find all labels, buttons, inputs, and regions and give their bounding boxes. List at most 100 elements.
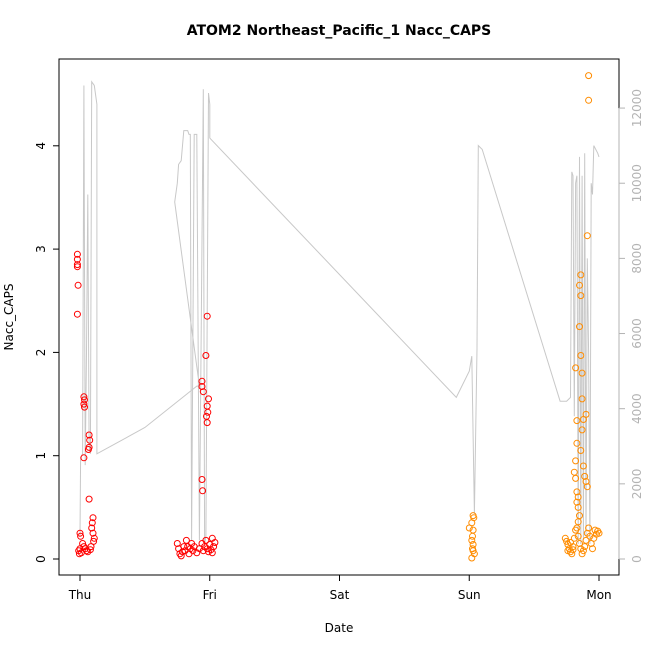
data-point — [199, 547, 207, 555]
data-point — [570, 468, 578, 476]
data-point — [576, 512, 583, 520]
data-point — [76, 545, 84, 553]
data-point — [570, 534, 578, 542]
data-point — [211, 539, 219, 546]
data-point — [203, 312, 211, 320]
data-point — [469, 532, 476, 540]
data-point — [203, 419, 211, 427]
data-point — [579, 547, 587, 555]
y-tick-label: 4 — [34, 142, 48, 150]
data-point — [87, 543, 95, 551]
data-point — [204, 408, 212, 416]
right-y-tick-label: 10000 — [630, 164, 644, 202]
data-point — [469, 547, 477, 555]
x-axis-label: Date — [325, 621, 354, 635]
data-point — [585, 524, 593, 532]
data-point — [578, 426, 586, 434]
x-tick-label: Mon — [586, 588, 611, 602]
data-point — [577, 271, 585, 279]
y-tick-label: 3 — [34, 245, 48, 253]
data-point — [578, 550, 586, 558]
data-point — [574, 518, 582, 526]
data-point — [576, 323, 583, 331]
data-point — [465, 524, 473, 532]
y-tick-label: 0 — [34, 555, 48, 563]
data-point — [564, 547, 572, 555]
data-point — [203, 402, 211, 410]
data-point — [77, 532, 85, 540]
data-point — [80, 400, 88, 408]
data-point — [77, 549, 85, 557]
data-point — [470, 550, 478, 558]
data-point — [573, 524, 581, 532]
data-point — [572, 364, 580, 372]
x-tick-label: Sat — [330, 588, 350, 602]
data-point — [563, 537, 571, 545]
data-point — [567, 539, 574, 546]
data-point — [198, 476, 206, 483]
data-point — [568, 550, 576, 558]
data-point — [74, 281, 82, 289]
data-point — [85, 431, 93, 439]
data-point — [89, 529, 97, 537]
plot-frame — [58, 58, 620, 576]
data-point — [202, 352, 210, 359]
data-point — [73, 250, 81, 258]
data-point — [86, 546, 94, 554]
data-point — [80, 393, 88, 401]
data-point — [583, 483, 591, 491]
data-point — [90, 534, 98, 542]
data-point — [177, 552, 185, 560]
data-point — [578, 369, 586, 377]
data-point — [205, 395, 212, 403]
y-tick-label: 1 — [34, 452, 48, 460]
y-axis-label: Nacc_CAPS — [2, 284, 16, 351]
data-point — [198, 383, 206, 390]
data-point — [199, 388, 207, 396]
x-tick-label: Fri — [203, 588, 217, 602]
data-point — [585, 96, 593, 104]
data-point — [577, 447, 585, 454]
data-point — [180, 543, 188, 551]
data-point — [576, 281, 583, 289]
data-point — [574, 503, 582, 511]
data-point — [581, 472, 589, 480]
data-point — [579, 462, 587, 470]
data-point — [88, 524, 96, 532]
data-point — [583, 232, 591, 240]
data-point — [586, 532, 594, 540]
data-point — [73, 255, 81, 263]
data-point — [578, 395, 586, 403]
data-point — [198, 377, 206, 385]
data-point — [577, 352, 585, 359]
data-point — [577, 292, 585, 300]
data-point — [589, 545, 596, 553]
data-point — [576, 540, 583, 547]
right-y-tick-label: 2000 — [630, 469, 644, 500]
data-point — [574, 532, 582, 540]
data-point — [573, 488, 581, 496]
data-point — [561, 534, 569, 542]
data-point — [88, 519, 96, 527]
data-point — [81, 396, 88, 404]
data-point — [189, 547, 197, 555]
data-point — [582, 536, 590, 544]
data-point — [573, 439, 581, 447]
data-point — [199, 487, 207, 495]
data-point — [73, 310, 81, 318]
data-point — [572, 474, 580, 482]
chart-title: ATOM2 Northeast_Pacific_1 Nacc_CAPS — [187, 23, 492, 39]
data-point — [582, 478, 590, 485]
data-point — [73, 263, 81, 271]
points-group — [73, 72, 603, 562]
right-y-tick-label: 12000 — [630, 89, 644, 127]
data-point — [585, 72, 593, 80]
right-y-axis: 0 2000 4000 6000 8000 10000 12000 — [618, 89, 644, 563]
data-point — [80, 454, 88, 462]
data-point — [574, 493, 582, 501]
right-y-tick-label: 4000 — [630, 393, 644, 424]
right-y-tick-label: 8000 — [630, 243, 644, 274]
data-point — [569, 546, 577, 554]
data-point — [208, 549, 216, 557]
